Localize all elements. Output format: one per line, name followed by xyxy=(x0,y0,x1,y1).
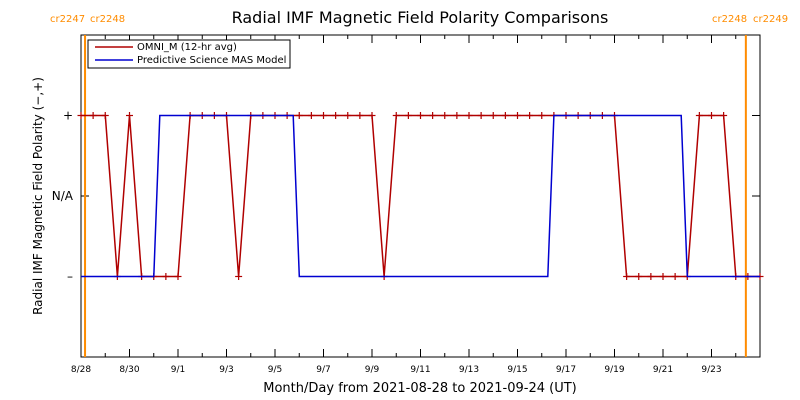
omni-data-point xyxy=(320,112,327,119)
legend-label-omni: OMNI_M (12-hr avg) xyxy=(137,42,237,53)
cr-label-left-1: cr2247 xyxy=(50,14,85,25)
omni-data-point xyxy=(720,112,728,119)
x-tick-label: 9/21 xyxy=(653,365,673,375)
omni-data-point xyxy=(489,112,497,119)
x-tick-label: 9/13 xyxy=(459,365,479,375)
x-tick-label: 9/11 xyxy=(410,365,430,375)
y-tick-label: – xyxy=(67,270,73,284)
omni-data-point xyxy=(453,112,461,119)
x-tick-label: 8/28 xyxy=(71,365,91,375)
y-axis-label: Radial IMF Magnetic Field Polarity (−,+) xyxy=(31,77,45,315)
legend: OMNI_M (12-hr avg) Predictive Science MA… xyxy=(87,39,291,69)
omni-data-point xyxy=(307,112,315,119)
omni-data-point xyxy=(441,112,449,119)
omni-data-point xyxy=(392,112,400,119)
omni-data-point xyxy=(538,112,546,119)
omni-data-point xyxy=(77,112,85,119)
cr-label-right-1: cr2248 xyxy=(90,14,125,25)
x-tick-label: 9/9 xyxy=(365,365,380,375)
omni-data-point xyxy=(126,112,133,119)
omni-data-point xyxy=(332,112,340,119)
omni-data-point xyxy=(344,112,352,119)
omni-data-point xyxy=(356,112,364,119)
axes-layer: 8/28 8/30 9/1 9/3 9/5 9/7 9/9 9/11 9/13 9/15 9/17 9… xyxy=(52,35,761,375)
omni-data-point xyxy=(501,112,509,119)
y-tick-label: + xyxy=(63,109,73,123)
x-axis-label: Month/Day from 2021-08-28 to 2021-09-24 … xyxy=(263,381,576,396)
omni-data-point xyxy=(295,112,303,119)
x-tick-label: 9/17 xyxy=(556,365,576,375)
omni-data-point xyxy=(368,112,376,119)
cr-label-left-2: cr2248 xyxy=(712,14,747,25)
omni-data-point xyxy=(635,273,643,280)
omni-data-point xyxy=(623,273,631,280)
omni-data-point xyxy=(659,273,667,280)
omni-data-point xyxy=(695,112,703,119)
omni-data-point xyxy=(101,112,109,119)
legend-label-model: Predictive Science MAS Model xyxy=(137,55,286,66)
x-tick-label: 9/23 xyxy=(701,365,721,375)
omni-data-point xyxy=(235,273,243,280)
cr-label-right-2: cr2249 xyxy=(753,14,788,25)
omni-data-point xyxy=(526,112,534,119)
omni-data-point xyxy=(708,112,715,119)
legend-box xyxy=(87,39,291,69)
x-tick-label: 9/5 xyxy=(268,365,282,375)
omni-data-point xyxy=(404,112,412,119)
omni-data-point xyxy=(162,273,170,280)
omni-data-point xyxy=(671,273,679,280)
omni-data-point xyxy=(429,112,437,119)
series-layer xyxy=(77,112,764,280)
plot-area xyxy=(80,34,761,358)
omni-data-point xyxy=(465,112,473,119)
x-tick-label: 9/15 xyxy=(507,365,527,375)
model-series-line xyxy=(81,114,760,278)
x-tick-label: 8/30 xyxy=(119,365,139,375)
omni-data-point xyxy=(89,112,97,119)
x-tick-label: 9/7 xyxy=(316,365,330,375)
carrington-markers xyxy=(84,35,747,357)
y-tick-label: N/A xyxy=(52,189,74,203)
omni-data-point xyxy=(417,112,424,119)
chart-title: Radial IMF Magnetic Field Polarity Compa… xyxy=(232,8,609,27)
x-tick-label: 9/1 xyxy=(171,365,185,375)
x-tick-label: 9/3 xyxy=(219,365,233,375)
omni-data-point xyxy=(477,112,485,119)
x-tick-label: 9/19 xyxy=(604,365,624,375)
omni-data-point xyxy=(514,112,521,119)
omni-series-line xyxy=(81,114,760,278)
omni-data-point xyxy=(174,273,182,280)
omni-data-point xyxy=(647,273,655,280)
